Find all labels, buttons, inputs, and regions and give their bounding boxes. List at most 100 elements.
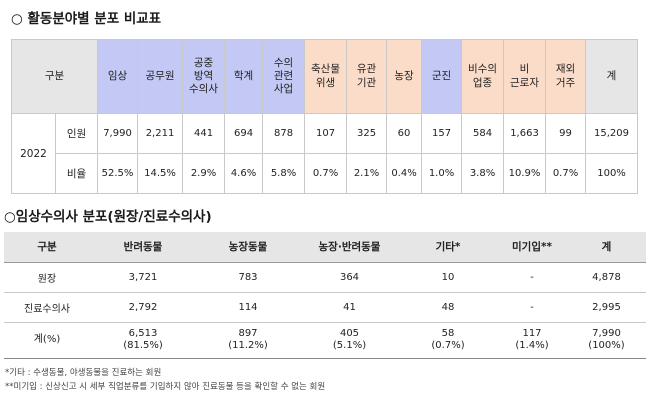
column-header-line: 사업 — [273, 83, 294, 96]
table-cell: 7,990 — [97, 113, 139, 154]
column-header: 공중 방역 수의사 — [182, 39, 226, 114]
total-count: 58 — [441, 328, 455, 339]
table-cell: 114 — [196, 292, 300, 323]
table-cell: 364 — [300, 262, 399, 293]
total-cell: 7,990 (100%) — [567, 322, 646, 359]
total-count: 405 — [339, 328, 360, 339]
row-label: 계(%) — [4, 322, 90, 359]
column-header-line: 재외 — [555, 63, 576, 76]
table-cell: 0.7% — [304, 153, 348, 194]
table-cell: 3.8% — [461, 153, 505, 194]
header-row: 구분 반려동물 농장동물 농장·반려동물 기타* 미기입** 계 — [4, 232, 646, 263]
row-label: 진료수의사 — [4, 292, 90, 323]
total-count: 897 — [238, 328, 258, 339]
table-cell: 100% — [585, 153, 639, 194]
column-header-line: 공중 — [193, 56, 214, 69]
column-header-line: 유관 — [356, 63, 377, 76]
column-header-line: 계 — [606, 69, 617, 82]
column-header-line: 관련 — [273, 69, 294, 82]
column-header: 계 — [567, 232, 646, 263]
table-cell: 4.6% — [224, 153, 264, 194]
table-cell: 52.5% — [97, 153, 139, 194]
total-cell: 58 (0.7%) — [399, 322, 497, 359]
table-cell: 41 — [300, 292, 399, 323]
table-row: 원장 3,721 783 364 10-4,878 — [4, 262, 646, 293]
column-header-line: 비 — [519, 63, 530, 76]
column-header-line: 학계 — [233, 69, 254, 82]
table-cell: 2.9% — [182, 153, 226, 194]
table-cell: 2.1% — [346, 153, 388, 194]
table-cell: - — [497, 262, 567, 293]
column-header: 농장동물 — [196, 232, 300, 263]
table-cell: 3,721 — [90, 262, 196, 293]
column-header-line: 수의 — [273, 56, 294, 69]
table-cell: 157 — [421, 113, 463, 154]
total-count: 7,990 — [592, 328, 621, 339]
column-header-line: 군진 — [431, 69, 452, 82]
column-header-line: 임상 — [107, 69, 128, 82]
total-count: 6,513 — [128, 328, 158, 339]
table-cell: 0.7% — [545, 153, 587, 194]
table-cell: 48 — [399, 292, 497, 323]
row-label: 인원 — [54, 113, 99, 154]
activity-distribution-table: 구분 임상 공무원 공중 방역 수의사 학계 수의 관련 사업 축산물 위생 유관 기관 농장 군진 비수의 업종… — [10, 39, 639, 194]
total-percent: (5.1%) — [332, 340, 367, 351]
total-count: 117 — [522, 328, 542, 339]
year-cell: 2022 — [11, 113, 56, 194]
column-header: 기타* — [399, 232, 497, 263]
data-row: 비율 52.5% 14.5% 2.9% 4.6% 5.8% 0.7% 2.1% 0.4% 1.0%… — [12, 153, 639, 194]
footnote-unentered: **미기입 : 신상신고 시 세부 직업분류를 기입하지 않아 진료동물 등을 … — [5, 382, 326, 392]
total-cell: 897 (11.2%) — [196, 322, 300, 359]
table-cell: 14.5% — [137, 153, 184, 194]
column-header: 임상 — [97, 39, 139, 114]
total-percent: (81.5%) — [123, 340, 163, 351]
total-percent: (0.7%) — [431, 340, 465, 351]
column-header: 비수의 업종 — [461, 39, 505, 114]
column-header: 군진 — [421, 39, 463, 114]
table-cell: 2,211 — [137, 113, 184, 154]
table-cell: - — [497, 292, 567, 323]
column-header: 공무원 — [137, 39, 184, 114]
total-percent: (11.2%) — [228, 340, 268, 351]
section2-title: ○임상수의사 분포(원장/진료수의사) — [4, 209, 212, 225]
data-row: 2022 인원 7,990 2,211 441 694 878 107 325 60 157 584 1… — [11, 113, 639, 194]
table-cell: 0.4% — [386, 153, 423, 194]
column-header-line: 근로자 — [510, 76, 539, 89]
column-header: 비 근로자 — [503, 39, 547, 114]
table-cell: 1.0% — [421, 153, 463, 194]
table-cell: 1,663 — [503, 113, 547, 154]
column-header-line: 기관 — [356, 76, 377, 89]
table-row: 진료수의사 2,792 114 41 48-2,995 — [4, 292, 646, 323]
total-percent: (100%) — [588, 340, 625, 351]
column-header: 농장 — [386, 39, 423, 114]
row-label: 비율 — [54, 153, 99, 194]
section1-title: ○ 활동분야별 분포 비교표 — [11, 11, 162, 27]
table-cell: 878 — [262, 113, 306, 154]
column-header-line: 거주 — [555, 76, 576, 89]
column-header: 농장·반려동물 — [300, 232, 399, 263]
total-row: 계(%) 6,513 (81.5%) 897 (11.2%) 405 (5.1%) 58 (0.… — [4, 322, 646, 359]
table-cell: 4,878 — [567, 262, 646, 293]
table-cell: 694 — [224, 113, 264, 154]
column-header-line: 농장 — [394, 69, 414, 82]
table-cell: 325 — [346, 113, 388, 154]
column-header-line: 수의사 — [189, 83, 218, 96]
table-cell: 5.8% — [262, 153, 306, 194]
total-cell: 117 (1.4%) — [497, 322, 567, 359]
column-header: 유관 기관 — [346, 39, 388, 114]
column-header: 재외 거주 — [545, 39, 587, 114]
column-header-line: 축산물 — [311, 63, 340, 76]
table-cell: 107 — [304, 113, 348, 154]
column-header-line: 공무원 — [145, 69, 175, 82]
header-row: 구분 임상 공무원 공중 방역 수의사 학계 수의 관련 사업 축산물 위생 유관 기관 농장 군진 비수의 업종… — [10, 39, 639, 114]
column-header: 미기입** — [497, 232, 567, 263]
header-label: 구분 — [10, 39, 99, 114]
row-label: 원장 — [4, 262, 90, 293]
table-cell: 2,995 — [567, 292, 646, 323]
column-header-line: 위생 — [315, 76, 336, 89]
total-cell: 405 (5.1%) — [300, 322, 399, 359]
total-cell: 6,513 (81.5%) — [90, 322, 196, 359]
column-header: 수의 관련 사업 — [262, 39, 306, 114]
column-header: 학계 — [224, 39, 264, 114]
table-cell: 60 — [386, 113, 423, 154]
